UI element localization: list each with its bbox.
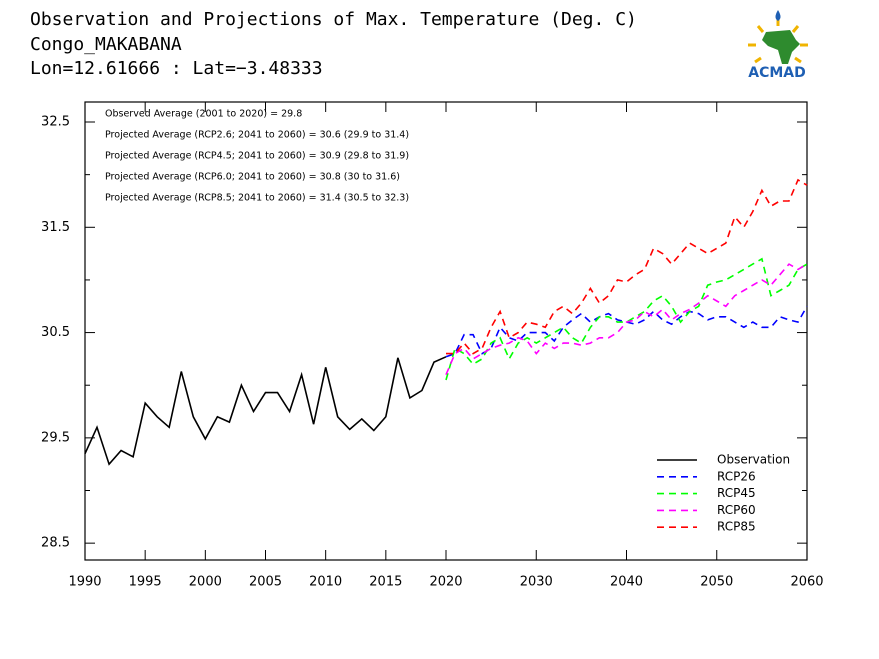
legend-label: Observation <box>717 453 790 467</box>
chart-subtitle: Congo_MAKABANA <box>30 34 182 55</box>
x-tick-label: 2030 <box>520 575 553 590</box>
x-tick-label: 2020 <box>429 575 462 590</box>
annotation: Projected Average (RCP8.5; 2041 to 2060)… <box>105 193 409 204</box>
x-tick-label: 2040 <box>610 575 643 590</box>
chart-title: Observation and Projections of Max. Temp… <box>30 9 637 30</box>
series-line <box>446 178 808 355</box>
series-line <box>84 356 447 466</box>
series-line <box>445 257 808 381</box>
y-tick-label: 29.5 <box>41 430 70 445</box>
series-line <box>445 263 808 376</box>
logo: ACMAD <box>748 10 808 81</box>
x-tick-label: 2015 <box>369 575 402 590</box>
x-tick-label: 1990 <box>68 575 101 590</box>
legend-label: RCP85 <box>717 520 756 534</box>
chart-subtitle: Lon=12.61666 : Lat=−3.48333 <box>30 58 323 79</box>
y-tick-label: 28.5 <box>41 536 70 551</box>
annotation: Projected Average (RCP6.0; 2041 to 2060)… <box>105 172 400 183</box>
legend-label: RCP26 <box>717 469 756 483</box>
annotation: Projected Average (RCP2.6; 2041 to 2060)… <box>105 130 409 141</box>
legend-label: RCP45 <box>717 486 756 500</box>
x-tick-label: 2000 <box>189 575 222 590</box>
y-tick-label: 31.5 <box>41 220 70 235</box>
x-tick-label: 2050 <box>700 575 733 590</box>
x-tick-label: 2005 <box>249 575 282 590</box>
y-tick-label: 32.5 <box>41 115 70 130</box>
y-tick-label: 30.5 <box>41 325 70 340</box>
annotation: Projected Average (RCP4.5; 2041 to 2060)… <box>105 151 409 162</box>
x-tick-label: 2010 <box>309 575 342 590</box>
annotation: Observed Average (2001 to 2020) = 29.8 <box>105 109 302 120</box>
legend-label: RCP60 <box>717 503 756 517</box>
logo-text: ACMAD <box>748 65 806 81</box>
x-tick-label: 1995 <box>129 575 162 590</box>
x-tick-label: 2060 <box>790 575 823 590</box>
